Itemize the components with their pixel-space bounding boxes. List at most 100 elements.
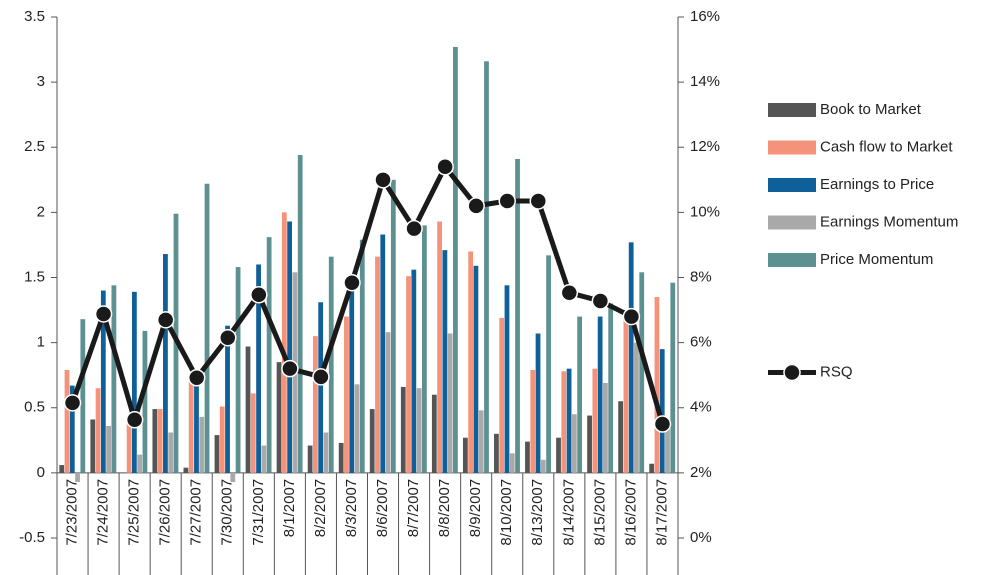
bar xyxy=(587,415,592,473)
line-marker xyxy=(63,394,82,412)
y2-tick-label: 8% xyxy=(690,268,712,285)
bar xyxy=(462,437,468,473)
bar xyxy=(442,250,448,473)
legend-label: Earnings to Price xyxy=(820,176,934,193)
x-tick-label: 8/1/2007 xyxy=(281,479,298,537)
bar xyxy=(546,255,551,473)
bar xyxy=(639,272,645,473)
bar xyxy=(250,393,256,473)
legend-marker xyxy=(783,363,801,382)
y-tick-label: 2 xyxy=(37,203,45,220)
bar xyxy=(504,285,510,473)
legend-swatch xyxy=(768,215,816,230)
bar xyxy=(623,310,629,473)
bar xyxy=(168,432,174,473)
legend-label: Cash flow to Market xyxy=(820,138,953,155)
bar xyxy=(453,46,458,473)
bar xyxy=(447,333,453,473)
bar xyxy=(80,319,86,473)
bar xyxy=(369,409,375,473)
bar xyxy=(468,251,474,473)
y2-tick-label: 10% xyxy=(690,203,720,220)
bar xyxy=(390,179,396,473)
bar xyxy=(561,371,567,473)
y-tick-label: 3 xyxy=(37,73,45,90)
x-tick-label: 7/31/2007 xyxy=(250,479,267,546)
bar xyxy=(214,435,220,473)
x-tick-label: 8/9/2007 xyxy=(467,479,484,537)
bar xyxy=(421,225,427,473)
bar xyxy=(618,401,624,473)
line-marker xyxy=(156,311,175,329)
bar xyxy=(163,254,168,473)
bar xyxy=(307,445,313,473)
bar xyxy=(349,290,355,473)
bar xyxy=(281,212,287,473)
y2-tick-label: 0% xyxy=(690,529,712,546)
bar xyxy=(69,385,75,473)
legend-swatch xyxy=(768,140,816,155)
bar xyxy=(385,332,391,473)
line-marker xyxy=(405,219,423,238)
line xyxy=(70,164,665,425)
line-marker xyxy=(250,286,268,304)
y-tick-label: 0.5 xyxy=(24,399,45,416)
bar xyxy=(261,445,267,473)
bar xyxy=(515,158,520,473)
bar xyxy=(571,414,577,473)
y-tick-label: -0.5 xyxy=(19,529,45,546)
bar xyxy=(556,437,561,473)
bar xyxy=(235,267,241,473)
bar xyxy=(194,375,199,473)
bar xyxy=(478,410,484,473)
x-tick-label: 7/27/2007 xyxy=(188,479,205,546)
y2-tick-label: 16% xyxy=(690,8,720,25)
line-marker xyxy=(219,328,237,347)
bar xyxy=(665,427,670,473)
bar xyxy=(157,409,163,473)
x-tick-label: 8/2/2007 xyxy=(312,479,329,537)
x-tick-label: 8/8/2007 xyxy=(436,479,453,537)
x-tick-label: 8/10/2007 xyxy=(498,479,515,546)
bar xyxy=(111,285,117,473)
bar xyxy=(276,362,282,473)
y2-tick-label: 4% xyxy=(690,399,712,416)
x-tick-label: 7/25/2007 xyxy=(126,479,143,546)
x-tick-label: 8/17/2007 xyxy=(653,479,670,546)
bar xyxy=(473,265,479,473)
line-marker xyxy=(498,192,516,210)
bar xyxy=(245,346,251,473)
x-tick-label: 8/7/2007 xyxy=(405,479,422,537)
bar xyxy=(597,316,603,473)
x-tick-label: 8/14/2007 xyxy=(560,479,577,546)
legend-label: Earnings Momentum xyxy=(820,213,958,230)
bar xyxy=(499,317,505,473)
bar xyxy=(318,302,324,473)
x-tick-label: 8/15/2007 xyxy=(591,479,608,546)
bar xyxy=(188,375,194,473)
bar xyxy=(199,416,205,473)
y-tick-label: 1.5 xyxy=(24,268,45,285)
bar xyxy=(380,234,386,473)
bar xyxy=(359,239,365,473)
bar xyxy=(328,256,334,473)
bar xyxy=(634,342,639,473)
bar xyxy=(431,394,437,473)
bar xyxy=(608,303,614,473)
bar xyxy=(59,465,65,473)
x-tick-label: 7/30/2007 xyxy=(219,479,236,546)
line-marker xyxy=(312,368,330,386)
line-marker xyxy=(436,158,454,176)
bar xyxy=(137,454,143,473)
bar xyxy=(152,409,158,473)
line-marker xyxy=(467,197,485,215)
bar xyxy=(437,221,442,473)
y-tick-label: 2.5 xyxy=(24,138,45,155)
bar xyxy=(287,221,293,473)
x-tick-label: 7/26/2007 xyxy=(157,479,174,546)
bar xyxy=(566,368,572,473)
bar xyxy=(266,237,272,473)
bar xyxy=(225,325,230,473)
line-marker xyxy=(529,192,548,210)
